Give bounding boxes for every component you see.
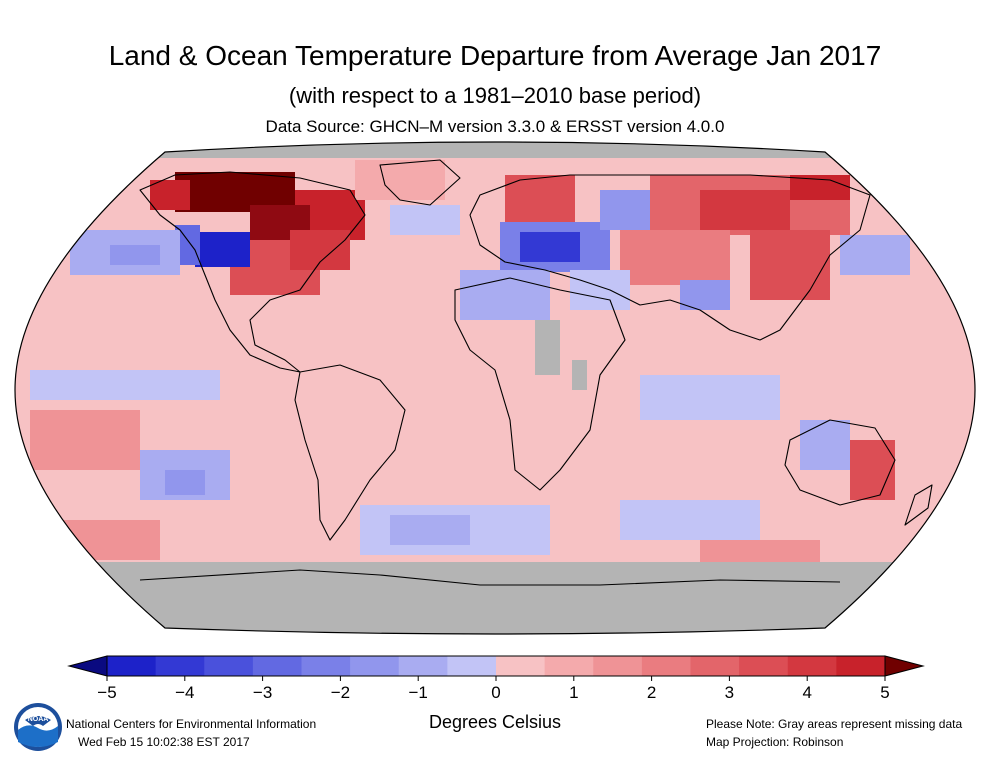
data-source: Data Source: GHCN–M version 3.3.0 & ERSS… <box>265 117 725 136</box>
australia-outline <box>784 419 896 506</box>
colorbar-segment <box>447 656 497 676</box>
anomaly-cell <box>165 470 205 495</box>
anomaly-cell <box>840 235 910 275</box>
colorbar-segment <box>252 656 302 676</box>
colorbar-tick-label: −2 <box>330 683 351 702</box>
anomaly-cell <box>460 270 550 320</box>
timestamp: Wed Feb 15 10:02:38 EST 2017 <box>78 735 250 749</box>
africa-outline <box>454 277 626 491</box>
anomaly-cell <box>150 180 190 210</box>
projection-note: Map Projection: Robinson <box>706 735 844 749</box>
map-title: Land & Ocean Temperature Departure from … <box>108 40 882 71</box>
colorbar-tick-label: −5 <box>97 683 117 702</box>
new-zealand-outline <box>904 484 933 526</box>
greenland-outline <box>379 159 461 206</box>
missing-cell <box>572 360 587 390</box>
colorbar-ticks <box>106 676 886 681</box>
colorbar-segment <box>641 656 691 676</box>
org-name: National Centers for Environmental Infor… <box>66 717 317 731</box>
colorbar-segment <box>593 656 643 676</box>
colorbar-tick-label: 4 <box>802 683 812 702</box>
anomaly-cell <box>110 245 160 265</box>
anomaly-cell <box>750 230 830 300</box>
colorbar-segments <box>67 655 925 677</box>
missing-cell <box>535 320 560 375</box>
anomaly-cell <box>30 410 140 470</box>
colorbar <box>67 655 925 681</box>
colorbar-segment <box>350 656 400 676</box>
anomaly-cell <box>620 500 760 540</box>
anomaly-cell <box>195 232 250 267</box>
colorbar-segment <box>398 656 448 676</box>
colorbar-tick-label: 2 <box>646 683 657 702</box>
anomaly-cell <box>680 280 730 310</box>
anomaly-cell <box>390 515 470 545</box>
land-outlines <box>139 159 933 586</box>
colorbar-segment <box>787 656 837 676</box>
colorbar-tick-label: −4 <box>175 683 195 702</box>
anomaly-cell <box>620 230 730 285</box>
colorbar-tick-label: −1 <box>408 683 428 702</box>
units-label: Degrees Celsius <box>428 712 562 732</box>
anomaly-cell <box>355 160 445 200</box>
antarctica-outline <box>139 569 841 586</box>
colorbar-segment <box>544 656 594 676</box>
missing-data-note: Please Note: Gray areas represent missin… <box>706 717 963 731</box>
anomaly-cell <box>390 205 460 235</box>
anomaly-cell <box>520 232 580 262</box>
colorbar-segment <box>204 656 254 676</box>
colorbar-segment <box>739 656 789 676</box>
colorbar-arrow-low <box>67 655 108 677</box>
anomaly-cell <box>290 230 350 270</box>
anomaly-cell <box>505 175 575 225</box>
colorbar-arrow-high <box>884 655 925 677</box>
eurasia-outline <box>469 174 871 341</box>
north-america-outline <box>139 171 366 373</box>
anomaly-cell <box>800 420 850 470</box>
svg-text:NOAA: NOAA <box>28 716 49 723</box>
colorbar-tick-label: −3 <box>252 683 273 702</box>
colorbar-segment <box>836 656 886 676</box>
anomaly-cell <box>700 190 790 230</box>
colorbar-segment <box>690 656 740 676</box>
anomaly-cell <box>640 375 780 420</box>
anomaly-cell <box>570 270 630 310</box>
colorbar-segment <box>301 656 351 676</box>
anomaly-cell <box>30 370 220 400</box>
colorbar-segment <box>107 656 157 676</box>
south-america-outline <box>294 364 406 541</box>
anomaly-cell <box>850 440 895 500</box>
world-map <box>14 141 976 635</box>
colorbar-segment <box>155 656 205 676</box>
colorbar-segment <box>496 656 546 676</box>
colorbar-tick-label: 1 <box>569 683 579 702</box>
missing-cell <box>15 562 975 634</box>
map-border <box>14 141 976 635</box>
map-subtitle: (with respect to a 1981–2010 base period… <box>288 83 702 108</box>
colorbar-tick-label: 5 <box>880 683 890 702</box>
noaa-logo-icon: NOAA <box>14 703 62 751</box>
colorbar-tick-label: 0 <box>491 683 501 702</box>
colorbar-tick-label: 3 <box>724 683 735 702</box>
